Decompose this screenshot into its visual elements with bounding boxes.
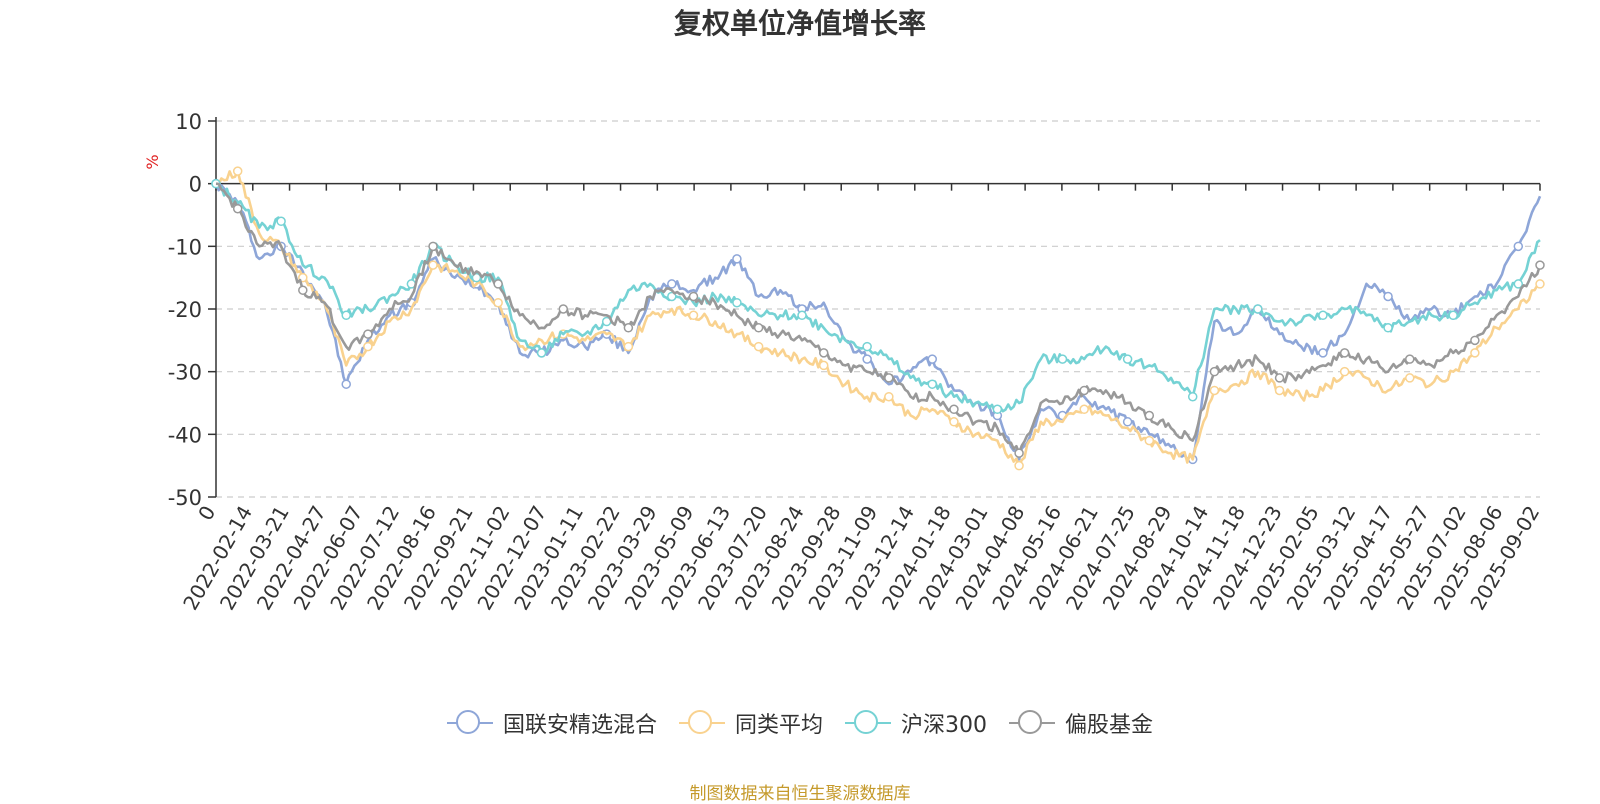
series-point xyxy=(1079,385,1089,396)
legend: 国联安精选混合 同类平均 沪深300 偏股基金 xyxy=(0,707,1600,739)
x-tick-label: 0 xyxy=(193,502,220,525)
y-axis-label: % xyxy=(143,154,162,169)
series-point xyxy=(1274,373,1285,383)
series-point xyxy=(428,260,438,270)
series-point xyxy=(753,323,764,333)
series-point xyxy=(862,354,872,364)
series-point xyxy=(341,379,351,389)
axes: 100-10-20-30-40-5002022-02-142022-03-212… xyxy=(168,110,1545,614)
series-point xyxy=(797,310,807,321)
series-point xyxy=(493,297,503,308)
series-point xyxy=(558,304,569,314)
series-point xyxy=(862,341,872,352)
series-point xyxy=(1339,348,1350,358)
legend-item[interactable]: 偏股基金 xyxy=(1009,707,1153,739)
series-point xyxy=(1339,366,1350,377)
series-point xyxy=(536,348,547,358)
series-point xyxy=(1535,260,1545,270)
series-point xyxy=(992,404,1003,415)
series-point xyxy=(363,329,373,339)
series-line xyxy=(215,182,1542,455)
series-point xyxy=(1448,310,1458,321)
y-tick-label: -50 xyxy=(168,486,202,510)
series-point xyxy=(1470,335,1480,346)
series-point xyxy=(1383,323,1393,333)
y-tick-label: 10 xyxy=(175,110,202,134)
series-point xyxy=(232,166,243,176)
series-point xyxy=(732,297,742,308)
series-point xyxy=(667,291,677,302)
series-point xyxy=(1405,354,1415,364)
y-tick-label: 0 xyxy=(189,173,202,197)
series-point xyxy=(623,323,634,333)
series-lines xyxy=(211,166,1545,471)
legend-item[interactable]: 同类平均 xyxy=(678,707,823,739)
series-point xyxy=(1122,354,1133,364)
series-point xyxy=(428,241,438,252)
series-point xyxy=(1014,460,1024,471)
series-point xyxy=(623,341,634,352)
legend-label: 沪深300 xyxy=(901,713,987,738)
series-point xyxy=(1209,366,1220,377)
series-point xyxy=(1470,348,1480,358)
series-point xyxy=(1057,354,1068,364)
series-point xyxy=(667,279,677,289)
series-point xyxy=(927,379,938,389)
series-point xyxy=(818,348,829,358)
legend-label: 偏股基金 xyxy=(1065,713,1154,738)
series-point xyxy=(927,354,938,364)
series-point xyxy=(493,279,503,289)
series-point xyxy=(276,216,286,227)
series-line xyxy=(215,169,1541,467)
series-point xyxy=(1144,410,1155,421)
series-point xyxy=(753,341,764,352)
series-point xyxy=(363,341,373,352)
series-point xyxy=(688,310,699,321)
series-point xyxy=(471,272,482,283)
y-tick-label: -30 xyxy=(168,361,202,385)
series-point xyxy=(298,285,308,295)
series-point xyxy=(232,203,243,214)
y-tick-label: -40 xyxy=(168,423,202,447)
series-point xyxy=(1253,304,1263,314)
legend-symbol-icon xyxy=(1009,708,1055,738)
legend-symbol-icon xyxy=(446,708,493,738)
legend-item[interactable]: 沪深300 xyxy=(845,707,987,739)
series-point xyxy=(1383,291,1393,302)
source-note: 制图数据来自恒生聚源数据库 xyxy=(689,784,911,804)
series-point xyxy=(732,254,742,264)
series-point xyxy=(1318,310,1328,321)
y-tick-label: -20 xyxy=(168,298,202,322)
chart-title: 复权单位净值增长率 xyxy=(673,7,926,40)
series-point xyxy=(1014,448,1024,458)
series-point xyxy=(1513,241,1524,252)
series-point xyxy=(1535,279,1545,289)
series-point xyxy=(1122,417,1133,427)
series-point xyxy=(884,391,894,402)
series-point xyxy=(949,404,959,415)
y-tick-label: -10 xyxy=(168,235,202,259)
series-point xyxy=(1274,385,1285,396)
series-point xyxy=(688,291,699,302)
series-point xyxy=(1405,373,1415,383)
series-point xyxy=(1187,391,1198,402)
series-point xyxy=(1144,435,1155,446)
series-point xyxy=(1318,348,1328,358)
legend-label: 同类平均 xyxy=(734,713,823,738)
series-point xyxy=(1209,385,1220,396)
legend-label: 国联安精选混合 xyxy=(502,713,657,738)
series-point xyxy=(1513,279,1524,289)
series-point xyxy=(949,417,959,427)
series-point xyxy=(341,310,351,321)
series-point xyxy=(884,373,894,383)
legend-item[interactable]: 国联安精选混合 xyxy=(446,707,657,739)
series-point xyxy=(1079,404,1089,415)
series-point xyxy=(818,360,829,371)
legend-symbol-icon xyxy=(678,708,725,738)
legend-symbol-icon xyxy=(845,708,891,738)
series-line xyxy=(214,183,1542,463)
